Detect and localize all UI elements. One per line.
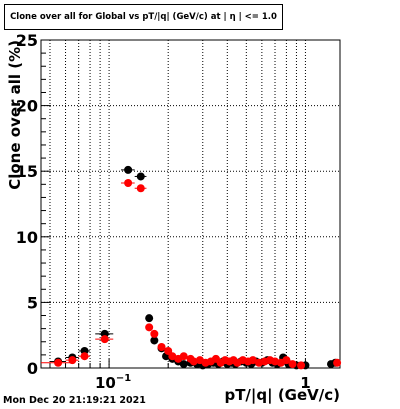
y-tick-label: 25 (16, 31, 38, 50)
y-tick-label: 20 (16, 97, 38, 116)
data-point (333, 358, 342, 367)
timestamp-footer: Mon Dec 20 21:19:21 2021 (3, 395, 146, 406)
data-point (150, 329, 159, 338)
series-0 (49, 165, 340, 370)
data-point (179, 360, 188, 369)
chart-title: Clone over all for Global vs pT/|q| (GeV… (10, 12, 277, 22)
data-point (288, 360, 297, 369)
data-point (282, 356, 291, 365)
y-tick-label: 5 (27, 293, 38, 312)
data-point (248, 356, 257, 365)
data-point (124, 179, 133, 188)
data-point (179, 352, 188, 361)
y-tick-label: 0 (27, 359, 38, 378)
data-point (145, 323, 154, 332)
x-tick-label: 1 (300, 374, 310, 392)
data-point (189, 357, 198, 366)
data-point (68, 356, 77, 365)
data-point (136, 172, 145, 181)
y-tick-label: 10 (16, 228, 38, 247)
chart-title-box: Clone over all for Global vs pT/|q| (GeV… (4, 4, 283, 30)
data-point (297, 361, 306, 370)
x-tick-label: 10−1 (95, 373, 131, 392)
y-tick-label: 15 (16, 162, 38, 181)
y-axis-label: Clone over all (%) (6, 40, 24, 190)
data-point (145, 314, 154, 323)
series-1 (41, 179, 342, 370)
marks-layer (41, 165, 342, 370)
data-point (157, 343, 166, 352)
data-point (100, 335, 109, 344)
data-point (150, 336, 159, 345)
data-point (124, 165, 133, 174)
data-point (80, 352, 89, 361)
plot-frame (40, 39, 341, 369)
x-axis-label: pT/|q| (GeV/c) (224, 386, 340, 405)
data-point (54, 358, 63, 367)
data-point (136, 184, 145, 193)
grid-layer (41, 39, 340, 369)
